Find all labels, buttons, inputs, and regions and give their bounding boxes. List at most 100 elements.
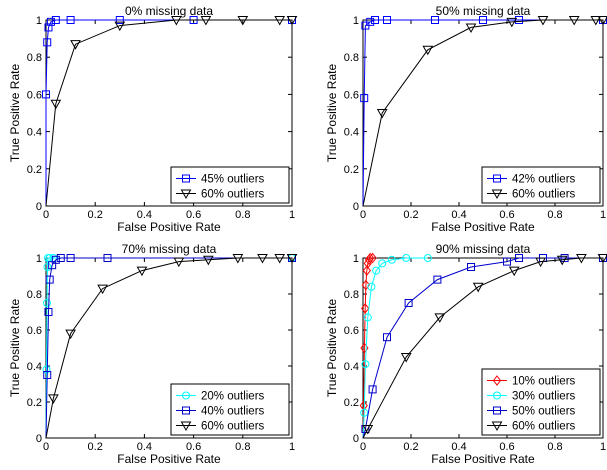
data-point [42, 90, 50, 99]
data-point [560, 254, 569, 262]
data-point [597, 16, 607, 26]
data-point [383, 16, 391, 24]
series-3 [45, 254, 298, 439]
x-axis-label: False Positive Rate [431, 452, 535, 466]
chart-title: 90% missing data [436, 242, 531, 256]
data-point [472, 282, 484, 293]
data-point [43, 371, 52, 379]
data-point [65, 329, 76, 340]
data-point [404, 299, 413, 307]
data-point [136, 266, 148, 277]
series-4 [362, 254, 607, 439]
y-tick-label: 0 [353, 433, 359, 445]
chart-title: 0% missing data [125, 4, 213, 18]
data-point [66, 254, 75, 262]
x-tick-label: 0.2 [403, 209, 418, 221]
legend-marker [492, 375, 502, 386]
y-axis-label: True Positive Rate [325, 64, 339, 163]
legend-box [481, 166, 601, 204]
data-point [467, 263, 475, 271]
legend-label: 50% outliers [512, 406, 576, 418]
data-point [433, 275, 442, 284]
legend: 45% outliers 60% outliers [170, 166, 290, 204]
legend-marker [180, 189, 192, 200]
series-line [362, 257, 428, 439]
x-tick-label: 0.4 [451, 441, 466, 453]
x-tick-label: 0.4 [137, 209, 152, 221]
legend-label: 30% outliers [512, 391, 576, 403]
data-point [115, 16, 124, 24]
y-tick-label: 1 [36, 253, 42, 265]
legend-label: 60% outliers [512, 189, 576, 201]
data-point [66, 16, 75, 24]
data-point [46, 17, 55, 26]
data-point [368, 252, 377, 264]
data-point [362, 425, 374, 435]
data-point [257, 254, 268, 264]
legend-marker [493, 174, 501, 183]
series-line [45, 19, 292, 206]
legend-label: 60% outliers [201, 421, 265, 433]
roc-panel-2: 0 0.2 0.4 0.6 0.8 1 0 0.2 0.4 0.6 0.8 1 50% missing … [325, 4, 607, 234]
data-point [378, 259, 387, 268]
data-point [400, 353, 412, 363]
y-tick-label: 0.4 [344, 361, 359, 373]
data-point [372, 266, 381, 275]
data-point [535, 257, 546, 268]
legend-marker [182, 391, 190, 400]
data-point [42, 299, 51, 307]
data-point [368, 385, 377, 394]
series-2 [362, 16, 607, 207]
y-axis-label: True Positive Rate [325, 299, 339, 398]
x-tick-label: 1 [289, 441, 295, 453]
y-tick-label: 0.2 [344, 397, 359, 409]
y-tick-label: 0.8 [27, 289, 42, 301]
y-tick-label: 1 [353, 15, 359, 27]
chart-title: 70% missing data [122, 242, 217, 256]
y-tick-label: 0.6 [27, 89, 42, 101]
data-point [274, 254, 286, 264]
y-tick-label: 0.6 [27, 325, 42, 337]
x-tick-label: 0 [43, 441, 49, 453]
x-tick-label: 0.4 [451, 209, 466, 221]
y-tick-label: 0 [353, 201, 359, 213]
x-tick-label: 0.6 [499, 441, 514, 453]
legend-marker [493, 391, 501, 400]
legend-marker [491, 189, 503, 200]
data-point [200, 16, 212, 26]
y-tick-label: 0.4 [344, 127, 359, 139]
data-point [42, 365, 51, 374]
data-point [387, 255, 396, 264]
y-axis-label: True Positive Rate [8, 64, 22, 163]
data-point [44, 308, 53, 316]
y-tick-label: 0.4 [27, 127, 42, 139]
y-tick-label: 0.2 [27, 164, 42, 176]
y-tick-label: 1 [353, 253, 359, 265]
x-axis-label: False Positive Rate [117, 452, 221, 466]
legend: 42% outliers 60% outliers [481, 166, 601, 204]
y-tick-label: 0 [36, 433, 42, 445]
x-tick-label: 1 [600, 209, 606, 221]
data-point [286, 16, 298, 26]
data-point [274, 16, 286, 26]
data-point [361, 303, 370, 314]
data-point [114, 21, 126, 32]
data-point [362, 265, 371, 276]
x-tick-label: 1 [600, 441, 606, 453]
y-tick-label: 0.8 [27, 52, 42, 64]
x-tick-label: 0 [360, 441, 366, 453]
series-1 [359, 252, 377, 439]
data-point [402, 254, 411, 262]
y-tick-label: 0.4 [27, 361, 42, 373]
data-point [515, 254, 523, 262]
data-point [43, 263, 52, 271]
data-point [597, 254, 607, 264]
data-point [366, 17, 375, 26]
y-tick-label: 0.6 [344, 325, 359, 337]
x-tick-label: 0.6 [186, 209, 201, 221]
data-point [360, 408, 369, 417]
legend: 20% outliers 40% outliers 60% outliers [170, 383, 290, 436]
data-point [50, 99, 62, 110]
series-line [362, 19, 603, 207]
